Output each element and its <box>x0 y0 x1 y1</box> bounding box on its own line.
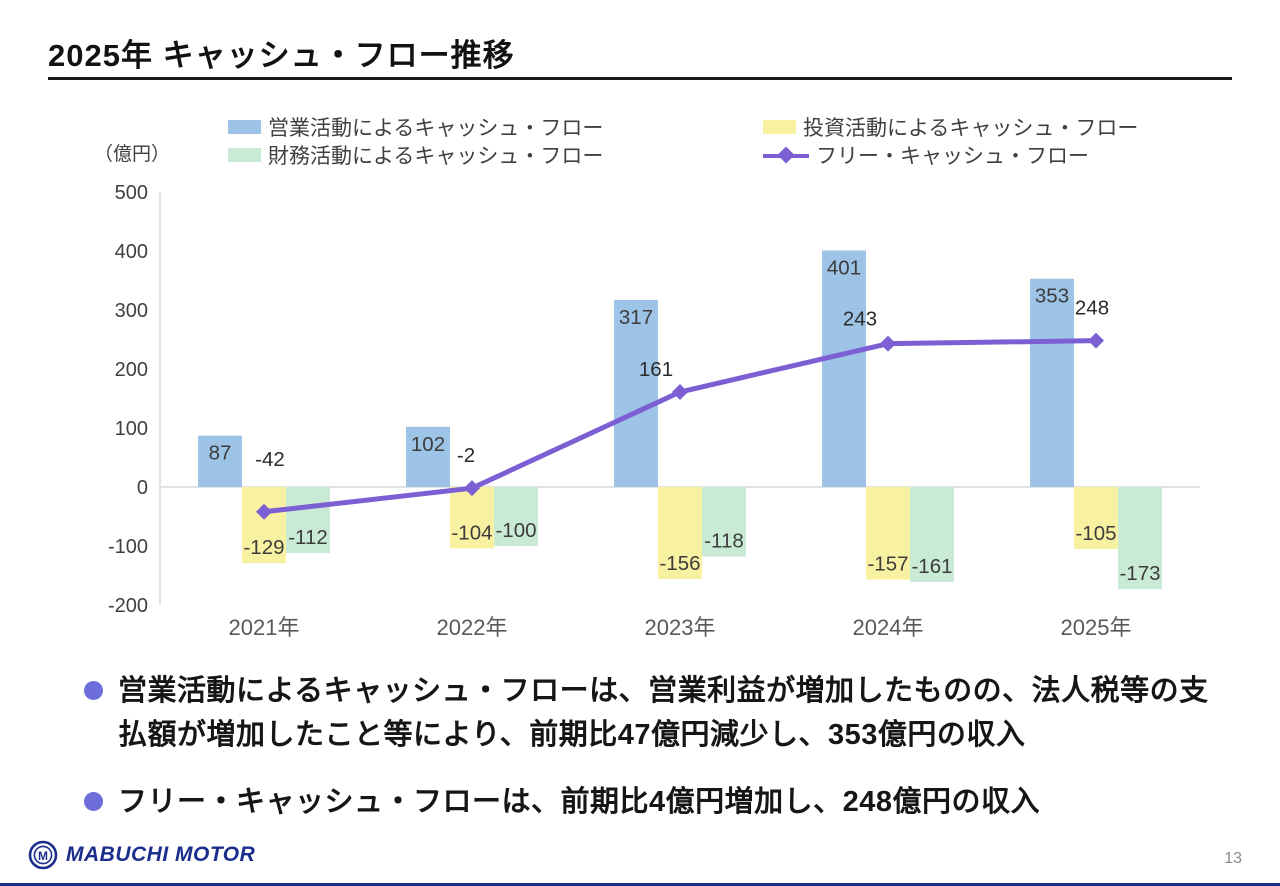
cashflow-chart-svg: 500 400 300 200 100 0 -100 -200 2021年 2022年 2023年 2… <box>108 182 1200 640</box>
legend-label-free-cash-flow: フリー・キャッシュ・フロー <box>816 145 1089 168</box>
bar-investing <box>1074 487 1118 549</box>
bar-value-label: 401 <box>827 256 861 279</box>
cashflow-chart: 500 400 300 200 100 0 -100 -200 2021年 2022年 2023年 2… <box>90 180 1210 660</box>
y-tick-label: -200 <box>108 595 148 617</box>
bar-investing <box>242 487 286 564</box>
bar-value-label: -173 <box>1119 562 1160 585</box>
bullet-text: フリー・キャッシュ・フローは、前期比4億円増加し、248億円の収入 <box>118 786 1041 818</box>
legend-label-operating: 営業活動によるキャッシュ・フロー <box>268 117 604 140</box>
bullet-free-cash-flow-summary: フリー・キャッシュ・フローは、前期比4億円増加し、248億円の収入 <box>84 781 1212 825</box>
line-value-label: -42 <box>255 448 285 471</box>
bar-value-label: -112 <box>288 526 328 549</box>
bar-financing <box>910 487 954 582</box>
x-tick-label: 2025年 <box>1061 615 1132 640</box>
bar-value-label: -129 <box>243 536 284 559</box>
line-value-label: 248 <box>1075 297 1109 320</box>
bullet-dot-icon <box>84 792 103 811</box>
y-tick-label: 100 <box>115 418 148 440</box>
legend-item-financing: 財務活動によるキャッシュ・フロー <box>228 140 603 170</box>
bar-value-label: 353 <box>1035 285 1069 308</box>
bar-operating <box>406 426 450 487</box>
bar-value-label: 87 <box>209 442 232 465</box>
line-value-label: -2 <box>457 444 475 467</box>
legend-item-investing: 投資活動によるキャッシュ・フロー <box>763 112 1138 142</box>
x-tick-label: 2021年 <box>229 615 300 640</box>
bullet-operating-summary: 営業活動によるキャッシュ・フローは、営業利益が増加したものの、法人税等の支払額が… <box>84 670 1212 757</box>
x-tick-label: 2022年 <box>437 615 508 640</box>
bar-financing <box>286 487 330 554</box>
investing-swatch-icon <box>763 120 796 134</box>
bar-financing <box>702 487 746 557</box>
x-tick-label: 2024年 <box>853 615 924 640</box>
mabuchi-motor-logo: M MABUCHI MOTOR <box>28 840 255 870</box>
free-cash-flow-marker-icon <box>1088 332 1104 349</box>
free-cash-flow-line <box>261 338 1099 515</box>
legend-item-operating: 営業活動によるキャッシュ・フロー <box>228 112 603 142</box>
legend-label-investing: 投資活動によるキャッシュ・フロー <box>803 117 1139 140</box>
chart-legend: 営業活動によるキャッシュ・フロー 投資活動によるキャッシュ・フロー 財務活動によ… <box>228 112 1188 172</box>
y-tick-label: 0 <box>137 477 148 499</box>
line-value-label: 243 <box>843 308 877 331</box>
summary-bullets: 営業活動によるキャッシュ・フローは、営業利益が増加したものの、法人税等の支払額が… <box>84 670 1212 849</box>
free-cash-flow-line-icon <box>763 146 809 163</box>
page-title: 2025年 キャッシュ・フロー推移 <box>48 38 515 73</box>
bar-value-label: 102 <box>411 433 445 456</box>
svg-text:M: M <box>38 849 48 863</box>
mabuchi-logo-icon: M <box>28 840 58 870</box>
bar-operating <box>614 299 658 487</box>
y-tick-label: 300 <box>115 300 148 322</box>
bar-financing <box>494 487 538 546</box>
bottom-border-line <box>0 883 1280 886</box>
y-tick-label: 400 <box>115 241 148 263</box>
y-tick-label: 200 <box>115 359 148 381</box>
bar-investing <box>866 487 910 580</box>
bullet-text: 営業活動によるキャッシュ・フローは、営業利益が増加したものの、法人税等の支払額が… <box>118 675 1209 751</box>
y-tick-label: -100 <box>108 536 148 558</box>
bar-value-label: -105 <box>1075 522 1116 545</box>
bar-financing <box>1118 487 1162 590</box>
bar-value-label: -156 <box>659 552 700 575</box>
free-cash-flow-marker-icon <box>880 335 896 352</box>
page-number: 13 <box>1224 850 1242 867</box>
free-cash-flow-marker-icon <box>256 503 272 520</box>
bar-value-label: -161 <box>911 555 952 578</box>
bar-operating <box>1030 278 1074 487</box>
title-underline <box>48 77 1232 80</box>
bar-value-label: -104 <box>451 521 492 544</box>
legend-item-free-cash-flow: フリー・キャッシュ・フロー <box>763 140 1089 170</box>
bar-investing <box>450 487 494 549</box>
bar-operating <box>822 250 866 487</box>
bar-value-label: -100 <box>495 519 536 542</box>
bullet-dot-icon <box>84 681 103 700</box>
free-cash-flow-marker-icon <box>672 384 688 401</box>
y-tick-label: 500 <box>115 182 148 204</box>
bar-value-label: 317 <box>619 306 653 329</box>
free-cash-flow-marker-icon <box>464 480 480 497</box>
bar-value-label: -157 <box>867 553 908 576</box>
bar-value-label: -118 <box>704 530 744 553</box>
x-tick-label: 2023年 <box>645 615 716 640</box>
financing-swatch-icon <box>228 148 261 162</box>
line-value-label: 161 <box>639 358 673 381</box>
bar-operating <box>198 435 242 487</box>
legend-diamond-icon <box>777 146 795 163</box>
y-axis-unit-label: （億円） <box>94 144 171 165</box>
legend-label-financing: 財務活動によるキャッシュ・フロー <box>268 145 604 168</box>
operating-swatch-icon <box>228 120 261 134</box>
logo-text: MABUCHI MOTOR <box>66 843 256 866</box>
bar-investing <box>658 487 702 580</box>
